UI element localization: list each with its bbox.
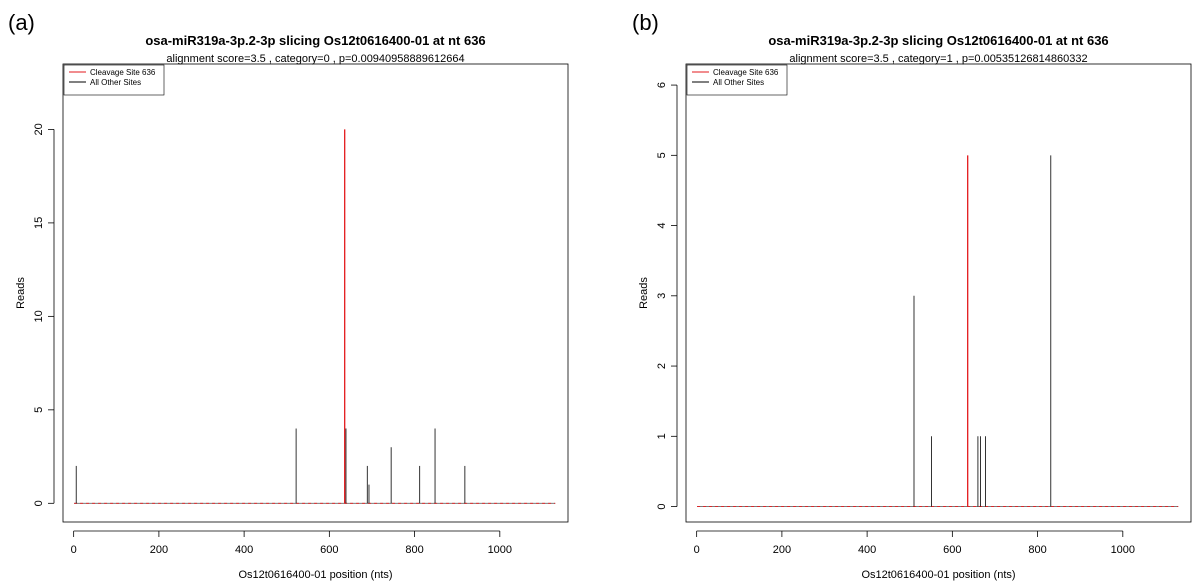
x-tick-label: 600 bbox=[320, 544, 338, 556]
x-axis-label: Os12t0616400-01 position (nts) bbox=[238, 569, 392, 581]
x-tick-label: 800 bbox=[405, 544, 423, 556]
y-tick-label: 0 bbox=[656, 503, 668, 509]
y-tick-label: 1 bbox=[656, 433, 668, 439]
chart-panel: (b) osa-miR319a-3p.2-3p slicing Os12t0616… bbox=[632, 10, 1192, 581]
y-tick-label: 20 bbox=[33, 123, 45, 135]
y-tick-label: 4 bbox=[656, 223, 668, 229]
legend-box bbox=[686, 64, 788, 96]
x-tick-label: 200 bbox=[773, 544, 791, 556]
x-tick-label: 0 bbox=[71, 544, 77, 556]
x-tick-label: 1000 bbox=[488, 544, 512, 556]
y-tick-label: 15 bbox=[33, 217, 45, 229]
x-tick-label: 400 bbox=[235, 544, 253, 556]
chart-subtitle: alignment score=3.5 , category=1 , p=0.0… bbox=[789, 53, 1087, 65]
chart-title: osa-miR319a-3p.2-3p slicing Os12t0616400… bbox=[768, 33, 1108, 48]
x-tick-label: 600 bbox=[943, 544, 961, 556]
y-tick-label: 10 bbox=[33, 310, 45, 322]
y-tick-label: 5 bbox=[656, 152, 668, 158]
y-tick-label: 2 bbox=[656, 363, 668, 369]
chart-panel: (a) osa-miR319a-3p.2-3p slicing Os12t0616… bbox=[8, 10, 569, 581]
y-axis-label: Reads bbox=[15, 277, 27, 309]
y-tick-label: 0 bbox=[33, 500, 45, 506]
legend-label: Cleavage Site 636 bbox=[90, 68, 156, 77]
x-tick-label: 0 bbox=[694, 544, 700, 556]
x-tick-label: 800 bbox=[1028, 544, 1046, 556]
y-tick-label: 3 bbox=[656, 293, 668, 299]
x-axis-label: Os12t0616400-01 position (nts) bbox=[861, 569, 1015, 581]
y-tick-label: 5 bbox=[33, 407, 45, 413]
plot-frame bbox=[685, 63, 1192, 523]
x-tick-label: 200 bbox=[150, 544, 168, 556]
legend-box bbox=[63, 64, 165, 96]
panel-label: (a) bbox=[8, 10, 35, 35]
legend-label: Cleavage Site 636 bbox=[713, 68, 779, 77]
x-tick-label: 1000 bbox=[1111, 544, 1135, 556]
x-tick-label: 400 bbox=[858, 544, 876, 556]
chart-subtitle: alignment score=3.5 , category=0 , p=0.0… bbox=[166, 53, 464, 65]
legend-label: All Other Sites bbox=[713, 78, 764, 87]
y-axis-label: Reads bbox=[638, 277, 650, 309]
panel-label: (b) bbox=[632, 10, 659, 35]
y-tick-label: 6 bbox=[656, 82, 668, 88]
chart-title: osa-miR319a-3p.2-3p slicing Os12t0616400… bbox=[145, 33, 485, 48]
legend-label: All Other Sites bbox=[90, 78, 141, 87]
plot-frame bbox=[62, 63, 569, 523]
